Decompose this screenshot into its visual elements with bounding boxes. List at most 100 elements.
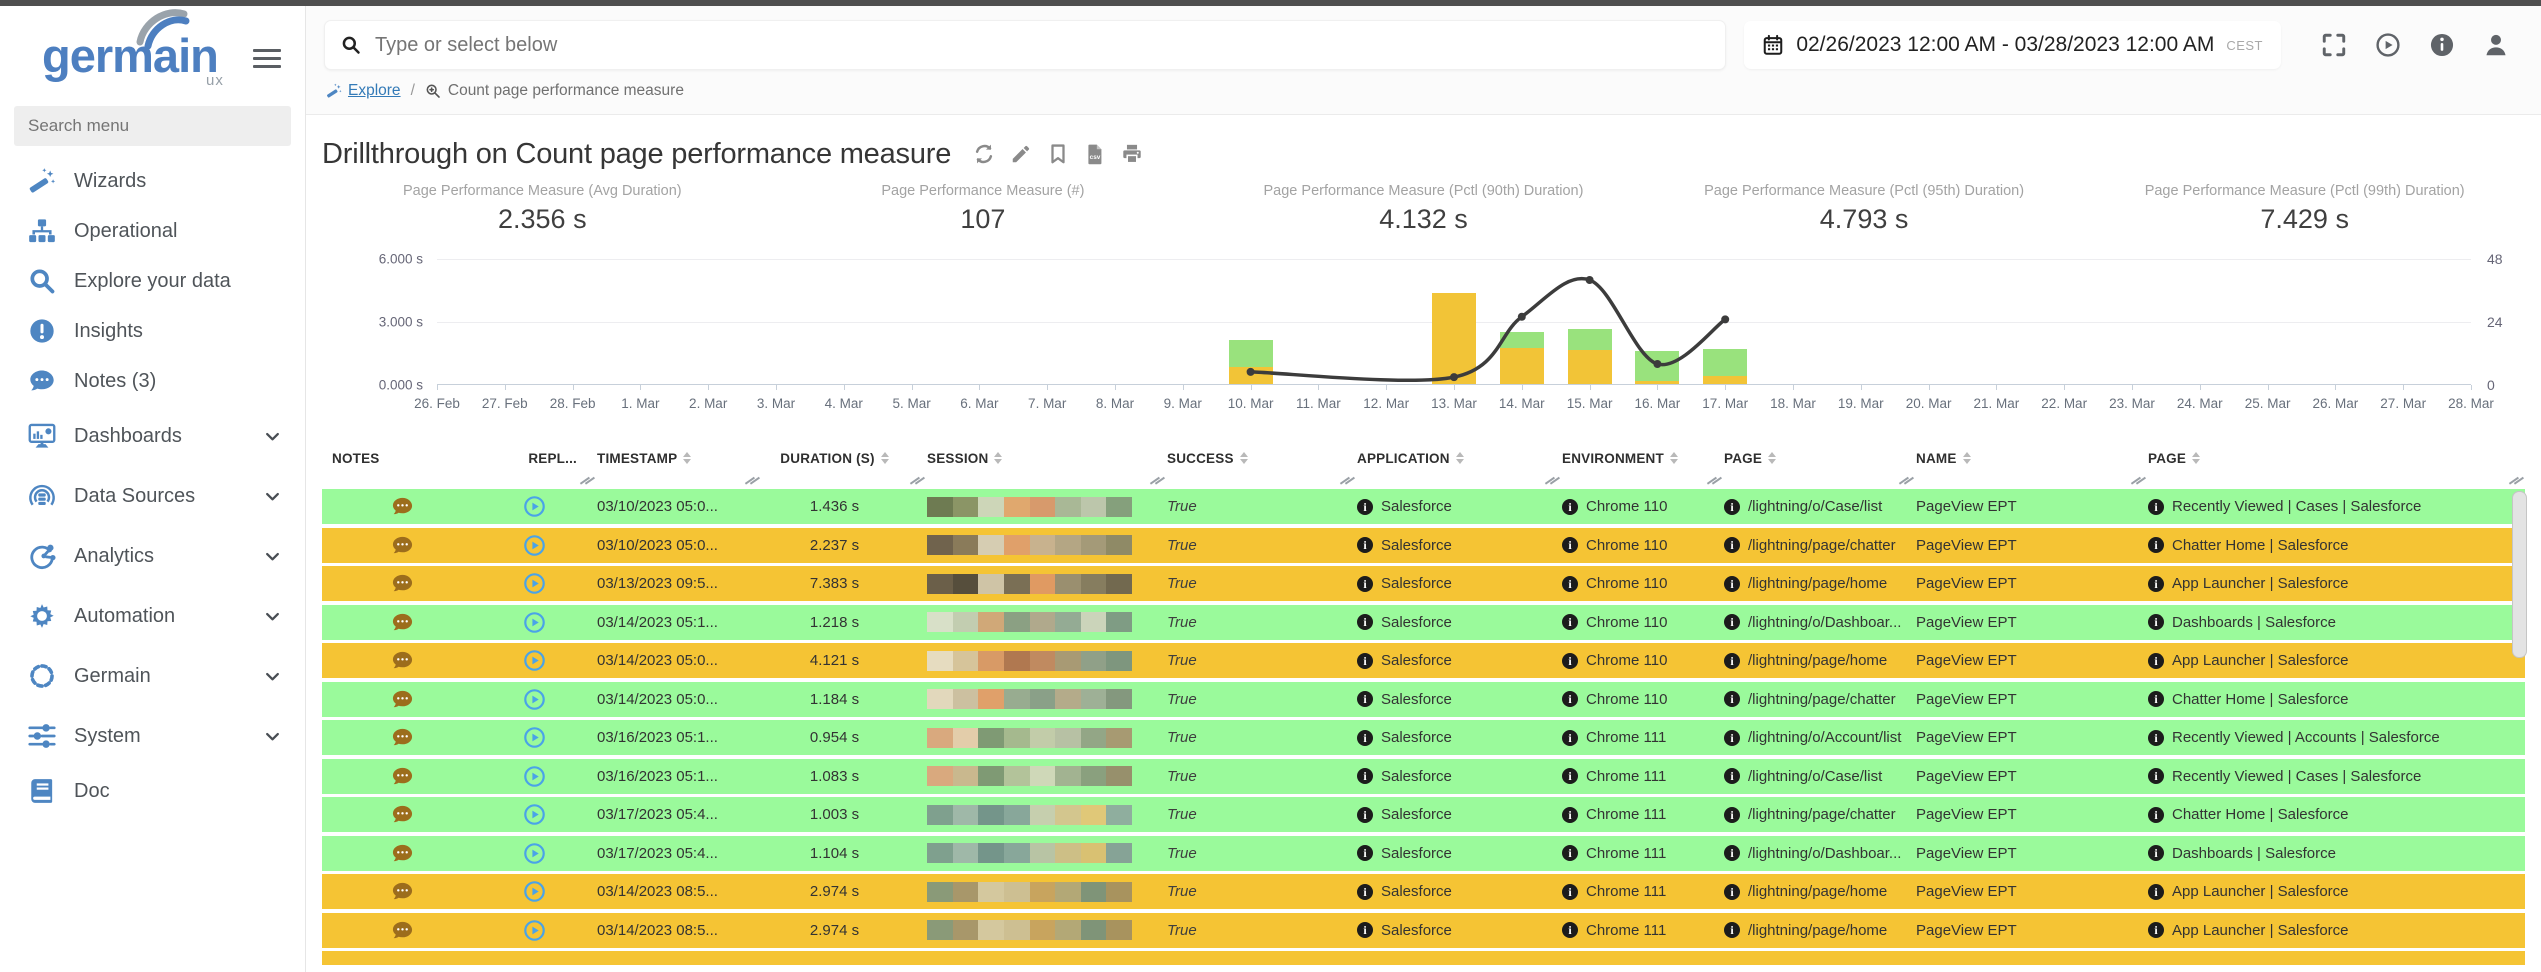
table-row[interactable]: 03/14/2023 05:1... 1.218 s True i Salesforce…: [322, 604, 2525, 640]
sidebar-item-wizards[interactable]: Wizards: [0, 156, 305, 206]
table-row[interactable]: 03/10/2023 05:0... 2.237 s True i Salesforce…: [322, 527, 2525, 563]
info-circle-icon[interactable]: i: [1562, 537, 1578, 553]
chevron-down-icon[interactable]: [264, 608, 281, 625]
session-color-strip[interactable]: [927, 766, 1132, 786]
session-color-strip[interactable]: [927, 650, 1132, 671]
column-resize-handle[interactable]: [1899, 475, 1913, 487]
table-row[interactable]: 03/14/2023 08:5... 2.974 s True i Salesforce…: [322, 912, 2525, 948]
info-circle-icon[interactable]: i: [2148, 575, 2164, 592]
session-color-strip[interactable]: [927, 689, 1132, 709]
info-circle-icon[interactable]: i: [1357, 691, 1373, 707]
session-color-strip[interactable]: [927, 496, 1132, 517]
column-resize-handle[interactable]: [580, 475, 594, 487]
info-circle-icon[interactable]: i: [1724, 575, 1740, 592]
column-header-success[interactable]: SUCCESS: [1157, 449, 1347, 466]
replay-play-icon[interactable]: [523, 534, 546, 557]
line-data-point[interactable]: [1653, 360, 1662, 368]
column-resize-handle[interactable]: [2509, 475, 2523, 487]
note-comment-icon[interactable]: [391, 765, 414, 788]
info-circle-icon[interactable]: i: [2148, 883, 2164, 900]
column-header-name[interactable]: NAME: [1906, 449, 2138, 466]
replay-play-icon[interactable]: [523, 726, 546, 749]
column-header-page[interactable]: PAGE: [1714, 449, 1906, 466]
note-comment-icon[interactable]: [391, 842, 414, 865]
column-header-application[interactable]: APPLICATION: [1347, 449, 1552, 466]
line-data-point[interactable]: [1450, 373, 1458, 382]
fullscreen-icon[interactable]: [2321, 32, 2347, 58]
replay-play-icon[interactable]: [523, 688, 546, 711]
global-search[interactable]: [324, 20, 1727, 70]
replay-play-icon[interactable]: [523, 765, 546, 788]
column-resize-handle[interactable]: [910, 475, 924, 487]
bookmark-icon[interactable]: [1047, 143, 1069, 165]
session-color-strip[interactable]: [927, 727, 1132, 748]
sidebar-search-input[interactable]: [14, 106, 291, 146]
info-circle-icon[interactable]: i: [1357, 768, 1373, 784]
replay-play-icon[interactable]: [523, 649, 546, 672]
info-circle-icon[interactable]: i: [1562, 729, 1578, 746]
refresh-icon[interactable]: [973, 143, 995, 165]
sidebar-item-explore-your-data[interactable]: Explore your data: [0, 256, 305, 306]
info-circle-icon[interactable]: i: [1562, 883, 1578, 900]
column-header-session[interactable]: SESSION: [917, 449, 1157, 466]
note-comment-icon[interactable]: [391, 726, 414, 749]
info-circle-icon[interactable]: i: [1724, 729, 1740, 746]
sort-arrows-icon[interactable]: [1768, 451, 1777, 465]
csv-file-icon[interactable]: csv: [1084, 143, 1106, 165]
info-circle-icon[interactable]: [2429, 32, 2455, 58]
note-comment-icon[interactable]: [391, 880, 414, 903]
sidebar-item-insights[interactable]: Insights: [0, 306, 305, 356]
info-circle-icon[interactable]: i: [1724, 498, 1740, 515]
info-circle-icon[interactable]: i: [2148, 922, 2164, 938]
table-row[interactable]: 03/10/2023 05:0... 1.436 s True i Salesforce…: [322, 489, 2525, 524]
chevron-down-icon[interactable]: [264, 548, 281, 565]
column-resize-handle[interactable]: [2131, 475, 2145, 487]
replay-play-icon[interactable]: [523, 919, 546, 942]
session-color-strip[interactable]: [927, 843, 1132, 863]
info-circle-icon[interactable]: i: [1357, 537, 1373, 553]
stacked-bar-14-mar[interactable]: [1499, 331, 1544, 384]
replay-play-icon[interactable]: [523, 495, 546, 518]
sort-arrows-icon[interactable]: [683, 451, 692, 465]
line-data-point[interactable]: [1517, 312, 1526, 321]
info-circle-icon[interactable]: i: [1724, 883, 1740, 900]
info-circle-icon[interactable]: i: [1357, 729, 1373, 746]
stacked-bar-13-mar[interactable]: [1432, 292, 1476, 384]
table-row[interactable]: 03/14/2023 05:0... 1.184 s True i Salesforce…: [322, 681, 2525, 717]
chevron-down-icon[interactable]: [264, 728, 281, 745]
note-comment-icon[interactable]: [391, 803, 414, 826]
replay-play-icon[interactable]: [523, 611, 546, 634]
replay-play-icon[interactable]: [523, 803, 546, 826]
session-color-strip[interactable]: [927, 573, 1132, 594]
note-comment-icon[interactable]: [391, 495, 414, 518]
info-circle-icon[interactable]: i: [2148, 691, 2164, 707]
hamburger-menu-icon[interactable]: [253, 44, 281, 73]
info-circle-icon[interactable]: i: [2148, 845, 2164, 861]
note-comment-icon[interactable]: [391, 611, 414, 634]
info-circle-icon[interactable]: i: [1562, 845, 1578, 861]
table-row[interactable]: 03/13/2023 09:5... 7.383 s True i Salesforce…: [322, 566, 2525, 601]
chevron-down-icon[interactable]: [264, 668, 281, 685]
column-resize-handle[interactable]: [745, 475, 759, 487]
sort-arrows-icon[interactable]: [994, 451, 1003, 465]
note-comment-icon[interactable]: [391, 572, 414, 595]
column-header-page[interactable]: PAGE: [2138, 449, 2525, 466]
info-circle-icon[interactable]: i: [2148, 614, 2164, 630]
stacked-bar-15-mar[interactable]: [1567, 329, 1612, 384]
column-header-environment[interactable]: ENVIRONMENT: [1552, 449, 1714, 466]
sidebar-item-doc[interactable]: Doc: [0, 766, 305, 816]
sort-arrows-icon[interactable]: [1455, 451, 1464, 465]
table-row[interactable]: 03/17/2023 05:4... 1.104 s True i Salesforce…: [322, 835, 2525, 871]
info-circle-icon[interactable]: i: [1724, 845, 1740, 861]
info-circle-icon[interactable]: i: [1562, 691, 1578, 707]
info-circle-icon[interactable]: i: [1357, 883, 1373, 900]
sidebar-item-data-sources[interactable]: Data Sources: [0, 466, 305, 526]
play-circle-icon[interactable]: [2375, 32, 2401, 58]
table-row[interactable]: 03/16/2023 05:1... 1.083 s True i Salesforce…: [322, 758, 2525, 794]
column-header-timestamp[interactable]: TIMESTAMP: [587, 449, 752, 466]
sidebar-item-germain[interactable]: Germain: [0, 646, 305, 706]
info-circle-icon[interactable]: i: [1562, 575, 1578, 592]
info-circle-icon[interactable]: i: [2148, 806, 2164, 823]
sort-arrows-icon[interactable]: [1239, 451, 1248, 465]
info-circle-icon[interactable]: i: [1724, 614, 1740, 630]
